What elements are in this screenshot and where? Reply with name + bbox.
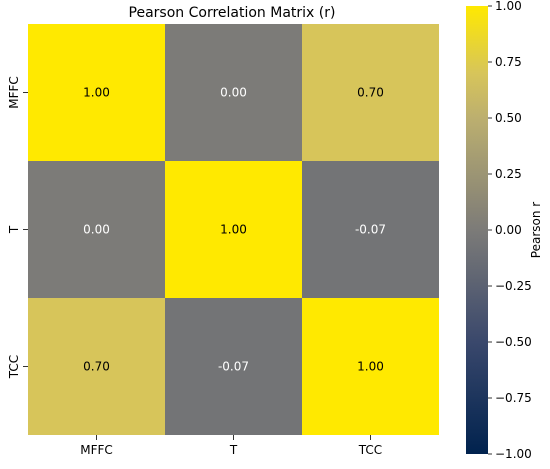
colorbar-tick-label: 0.75 [495, 55, 522, 69]
colorbar-gradient [466, 6, 488, 454]
cell-value-label: 0.00 [220, 86, 247, 100]
y-tick-label: MFFC [7, 76, 21, 109]
colorbar-tick-label: 0.25 [495, 167, 522, 181]
cell-value-label: -0.07 [218, 360, 249, 374]
heatmap-cell [28, 161, 165, 298]
y-tick-label: TCC [7, 355, 21, 379]
colorbar-tick-label: −0.50 [495, 335, 532, 349]
colorbar-label: Pearson r [529, 202, 543, 258]
heatmap-cell [165, 24, 302, 161]
heatmap-cell [28, 24, 165, 161]
colorbar-tick-label: 1.00 [495, 0, 522, 13]
heatmap-cell [165, 161, 302, 298]
y-axis-ticks: MFFC T TCC [7, 76, 28, 379]
x-axis-ticks: MFFC T TCC [80, 435, 382, 457]
heatmap-cell [302, 24, 439, 161]
colorbar-tick-label: −1.00 [495, 447, 532, 461]
heatmap-cell [302, 298, 439, 435]
cell-value-label: 1.00 [83, 86, 110, 100]
colorbar-tick-label: −0.25 [495, 279, 532, 293]
heatmap-cell [28, 298, 165, 435]
cell-value-label: -0.07 [355, 223, 386, 237]
colorbar-tick-label: 0.50 [495, 111, 522, 125]
chart-title: Pearson Correlation Matrix (r) [129, 5, 336, 21]
cell-value-label: 0.00 [83, 223, 110, 237]
colorbar-tick-label: 0.00 [495, 223, 522, 237]
cell-value-label: 1.00 [357, 360, 384, 374]
x-tick-label: TCC [358, 443, 382, 457]
colorbar: 1.00 0.75 0.50 0.25 0.00 −0.25 −0.50 −0.75 −1.00… [466, 0, 543, 461]
heatmap-cell [302, 161, 439, 298]
x-tick-label: T [229, 443, 238, 457]
heatmap-cell [165, 298, 302, 435]
y-tick-label: T [7, 225, 21, 234]
cell-value-label: 0.70 [357, 86, 384, 100]
cell-value-label: 1.00 [220, 223, 247, 237]
colorbar-tick-label: −0.75 [495, 391, 532, 405]
x-tick-label: MFFC [80, 443, 113, 457]
cell-value-label: 0.70 [83, 360, 110, 374]
heatmap-cells: 1.00 0.00 0.70 0.00 1.00 -0.07 0.70 -0.07 1.00 [28, 24, 439, 435]
